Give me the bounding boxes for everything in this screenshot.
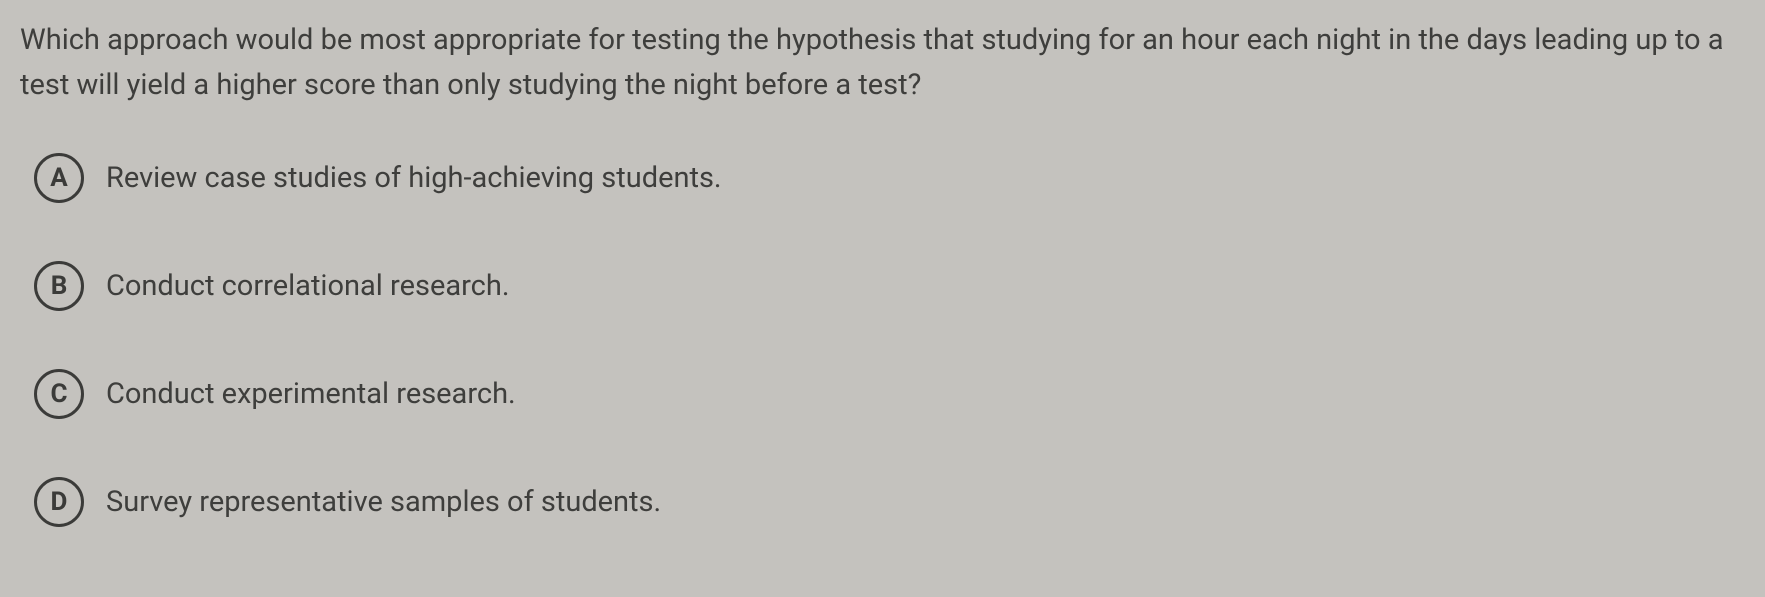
option-letter-circle: B (34, 261, 84, 311)
option-d[interactable]: D Survey representative samples of stude… (34, 477, 1745, 527)
options-list: A Review case studies of high-achieving … (20, 153, 1745, 527)
option-text: Conduct correlational research. (106, 269, 509, 303)
option-b[interactable]: B Conduct correlational research. (34, 261, 1745, 311)
option-a[interactable]: A Review case studies of high-achieving … (34, 153, 1745, 203)
option-letter: B (51, 271, 68, 301)
option-text: Survey representative samples of student… (106, 485, 661, 519)
question-text: Which approach would be most appropriate… (20, 18, 1745, 108)
option-letter: A (50, 163, 67, 193)
option-text: Conduct experimental research. (106, 377, 516, 411)
option-letter-circle: D (34, 477, 84, 527)
option-letter-circle: A (34, 153, 84, 203)
option-letter: D (51, 487, 68, 517)
option-c[interactable]: C Conduct experimental research. (34, 369, 1745, 419)
option-letter-circle: C (34, 369, 84, 419)
option-letter: C (50, 379, 67, 409)
option-text: Review case studies of high-achieving st… (106, 161, 722, 195)
